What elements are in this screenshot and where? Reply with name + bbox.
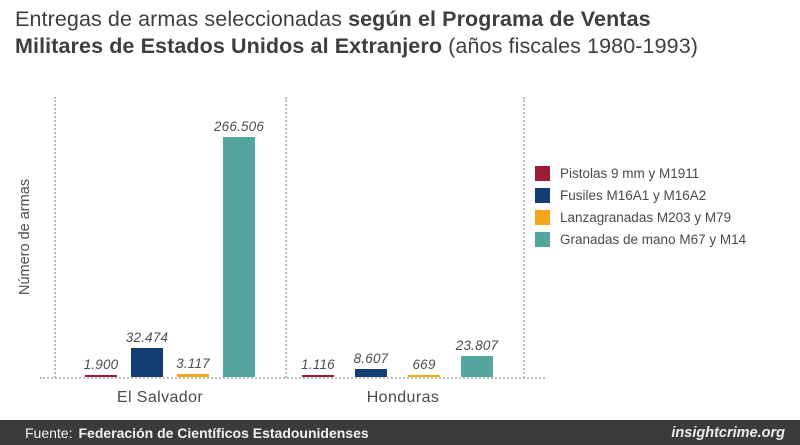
bar-cell-honduras-granadas-de-mano-m67-y-m14: 23.807	[456, 338, 498, 377]
category-label-honduras: Honduras	[366, 389, 440, 406]
bar-group-el-salvador: 1.900 32.474 3.117 266.506	[84, 119, 264, 377]
bar-value-label: 266.506	[213, 119, 265, 134]
legend-label: Lanzagranadas M203 y M79	[560, 210, 732, 225]
legend-item-granadas-de-mano-m67-y-m14: Granadas de mano M67 y M14	[535, 232, 746, 247]
source-name: Federación de Científicos Estadounidense…	[78, 424, 369, 441]
legend-swatch-icon	[535, 188, 550, 203]
y-axis-label: Número de armas	[17, 178, 33, 296]
bar-value-label: 8.607	[353, 351, 389, 367]
bar	[85, 374, 117, 377]
bar	[302, 374, 334, 377]
bar-value-label: 32.474	[125, 329, 169, 345]
legend-item-pistolas-9-mm-y-m1911: Pistolas 9 mm y M1911	[535, 166, 746, 181]
category-label-el-salvador: El Salvador	[116, 389, 204, 406]
plot-area: 1.900 32.474 3.117 266.506 1.116 8.607 669 23.…	[54, 97, 525, 378]
legend-label: Fusiles M16A1 y M16A2	[560, 188, 707, 203]
bar	[461, 355, 493, 377]
source-line: Fuente: Federación de Científicos Estado…	[25, 425, 369, 441]
legend-label: Granadas de mano M67 y M14	[560, 232, 747, 247]
chart-title: Entregas de armas seleccionadas según el…	[15, 6, 790, 60]
bar-group-honduras: 1.116 8.607 669 23.807	[301, 338, 498, 377]
bar-cell-honduras-fusiles-m16a1-y-m16a2: 8.607	[354, 351, 388, 377]
bar-cell-honduras-pistolas-9-mm-y-m1911: 1.116	[301, 357, 335, 377]
bar-cell-el-salvador-fusiles-m16a1-y-m16a2: 32.474	[126, 330, 168, 377]
legend-label: Pistolas 9 mm y M1911	[560, 166, 700, 181]
legend-swatch-icon	[535, 210, 550, 225]
bar-value-label: 669	[412, 356, 436, 372]
title-bold-line2: Militares de Estados Unidos al Extranjer…	[15, 34, 443, 58]
bar-cell-el-salvador-granadas-de-mano-m67-y-m14: 266.506	[214, 119, 264, 377]
legend-item-fusiles-m16a1-y-m16a2: Fusiles M16A1 y M16A2	[535, 188, 746, 203]
bar	[177, 374, 209, 377]
legend-swatch-icon	[535, 166, 550, 181]
legend-item-lanzagranadas-m203-y-m79: Lanzagranadas M203 y M79	[535, 210, 746, 225]
bar-value-label: 1.900	[83, 356, 119, 372]
title-bold-line1: según el Programa de Ventas	[348, 7, 651, 31]
bar-cell-honduras-lanzagranadas-m203-y-m79: 669	[408, 357, 440, 377]
bar-value-label: 1.116	[301, 356, 335, 372]
bar-value-label: 3.117	[176, 356, 210, 372]
legend-swatch-icon	[535, 232, 550, 247]
bar	[408, 374, 440, 377]
bar-value-label: 23.807	[455, 337, 499, 353]
group-divider-line	[285, 97, 287, 378]
legend: Pistolas 9 mm y M1911 Fusiles M16A1 y M16…	[535, 166, 746, 247]
bar	[355, 369, 387, 377]
source-prefix: Fuente:	[25, 424, 73, 441]
footer-bar: Fuente: Federación de Científicos Estado…	[0, 420, 800, 445]
bar-cell-el-salvador-pistolas-9-mm-y-m1911: 1.900	[84, 357, 118, 377]
title-regular-start: Entregas de armas seleccionadas	[15, 7, 349, 31]
bar-cell-el-salvador-lanzagranadas-m203-y-m79: 3.117	[176, 356, 210, 377]
title-regular-end: (años fiscales 1980-1993)	[442, 34, 699, 58]
brand-watermark: insightcrime.org	[671, 424, 785, 441]
bar	[131, 347, 163, 377]
x-axis-baseline	[40, 377, 545, 379]
bar	[223, 137, 255, 377]
